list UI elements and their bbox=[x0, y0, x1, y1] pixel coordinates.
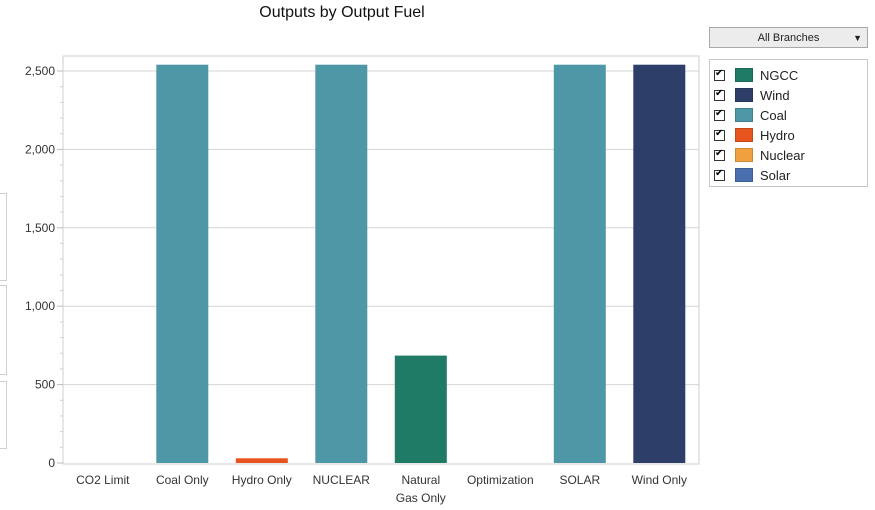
y-tick-label: 2,000 bbox=[25, 142, 55, 156]
legend-swatch bbox=[735, 108, 753, 122]
branch-dropdown[interactable]: All Branches ▼ bbox=[709, 27, 868, 48]
x-category-label: Optimization bbox=[467, 473, 534, 487]
bar-coal-1[interactable] bbox=[156, 64, 209, 463]
y-tick-label: 2,500 bbox=[25, 64, 55, 78]
bar-wind-7[interactable] bbox=[633, 64, 686, 463]
x-category-label: Wind Only bbox=[632, 473, 687, 487]
legend-swatch bbox=[735, 148, 753, 162]
legend-swatch bbox=[735, 68, 753, 82]
plot-frame bbox=[62, 55, 700, 465]
bar-coal-3[interactable] bbox=[315, 64, 368, 463]
bars bbox=[156, 64, 686, 463]
y-tick-label: 1,500 bbox=[25, 221, 55, 235]
x-category-label: CO2 Limit bbox=[76, 473, 130, 487]
legend: NGCC Wind Coal Hydro Nuclear Solar bbox=[709, 59, 868, 187]
legend-label: Solar bbox=[760, 167, 791, 183]
chart-area: 0 500 1,000 1,500 2,000 2,500 CO2 Limit Coal O… bbox=[25, 55, 700, 505]
y-tick-label: 1,000 bbox=[25, 299, 55, 313]
legend-checkbox[interactable] bbox=[714, 127, 725, 141]
legend-item-coal[interactable]: Coal bbox=[710, 105, 867, 125]
legend-swatch bbox=[735, 128, 753, 142]
legend-item-solar[interactable]: Solar bbox=[710, 165, 867, 185]
y-tick-label: 0 bbox=[48, 456, 55, 470]
bar-coal-6[interactable] bbox=[553, 64, 606, 463]
x-axis: CO2 Limit Coal Only Hydro Only NUCLEAR Natur… bbox=[76, 473, 687, 505]
legend-checkbox[interactable] bbox=[714, 87, 725, 101]
legend-label: Coal bbox=[760, 107, 787, 123]
legend-checkbox[interactable] bbox=[714, 107, 725, 121]
side-panel-fragment bbox=[0, 381, 7, 449]
side-panel-fragment bbox=[0, 193, 7, 281]
legend-swatch bbox=[735, 88, 753, 102]
chart-title: Outputs by Output Fuel bbox=[259, 4, 425, 21]
legend-checkbox[interactable] bbox=[714, 167, 725, 181]
legend-label: NGCC bbox=[760, 67, 799, 83]
legend-item-wind[interactable]: Wind bbox=[710, 85, 867, 105]
legend-checkbox[interactable] bbox=[714, 147, 725, 161]
legend-item-hydro[interactable]: Hydro bbox=[710, 125, 867, 145]
legend-checkbox[interactable] bbox=[714, 67, 725, 81]
x-category-label: Gas Only bbox=[396, 491, 446, 505]
legend-swatch bbox=[735, 168, 753, 182]
x-category-label: Natural bbox=[401, 473, 440, 487]
side-panel-fragment bbox=[0, 285, 7, 375]
legend-item-nuclear[interactable]: Nuclear bbox=[710, 145, 867, 165]
legend-label: Nuclear bbox=[760, 147, 805, 163]
branch-dropdown-value: All Branches bbox=[757, 31, 820, 44]
x-category-label: SOLAR bbox=[559, 473, 600, 487]
bar-hydro-2[interactable] bbox=[235, 458, 288, 463]
legend-label: Hydro bbox=[760, 127, 795, 143]
y-tick-label: 500 bbox=[35, 378, 55, 392]
chevron-down-icon: ▼ bbox=[853, 33, 862, 43]
legend-item-ngcc[interactable]: NGCC bbox=[710, 65, 867, 85]
x-category-label: Coal Only bbox=[156, 473, 209, 487]
legend-label: Wind bbox=[760, 87, 790, 103]
x-category-label: Hydro Only bbox=[232, 473, 292, 487]
bar-ngcc-4[interactable] bbox=[394, 355, 447, 463]
y-axis: 0 500 1,000 1,500 2,000 2,500 bbox=[25, 64, 63, 470]
x-category-label: NUCLEAR bbox=[313, 473, 371, 487]
